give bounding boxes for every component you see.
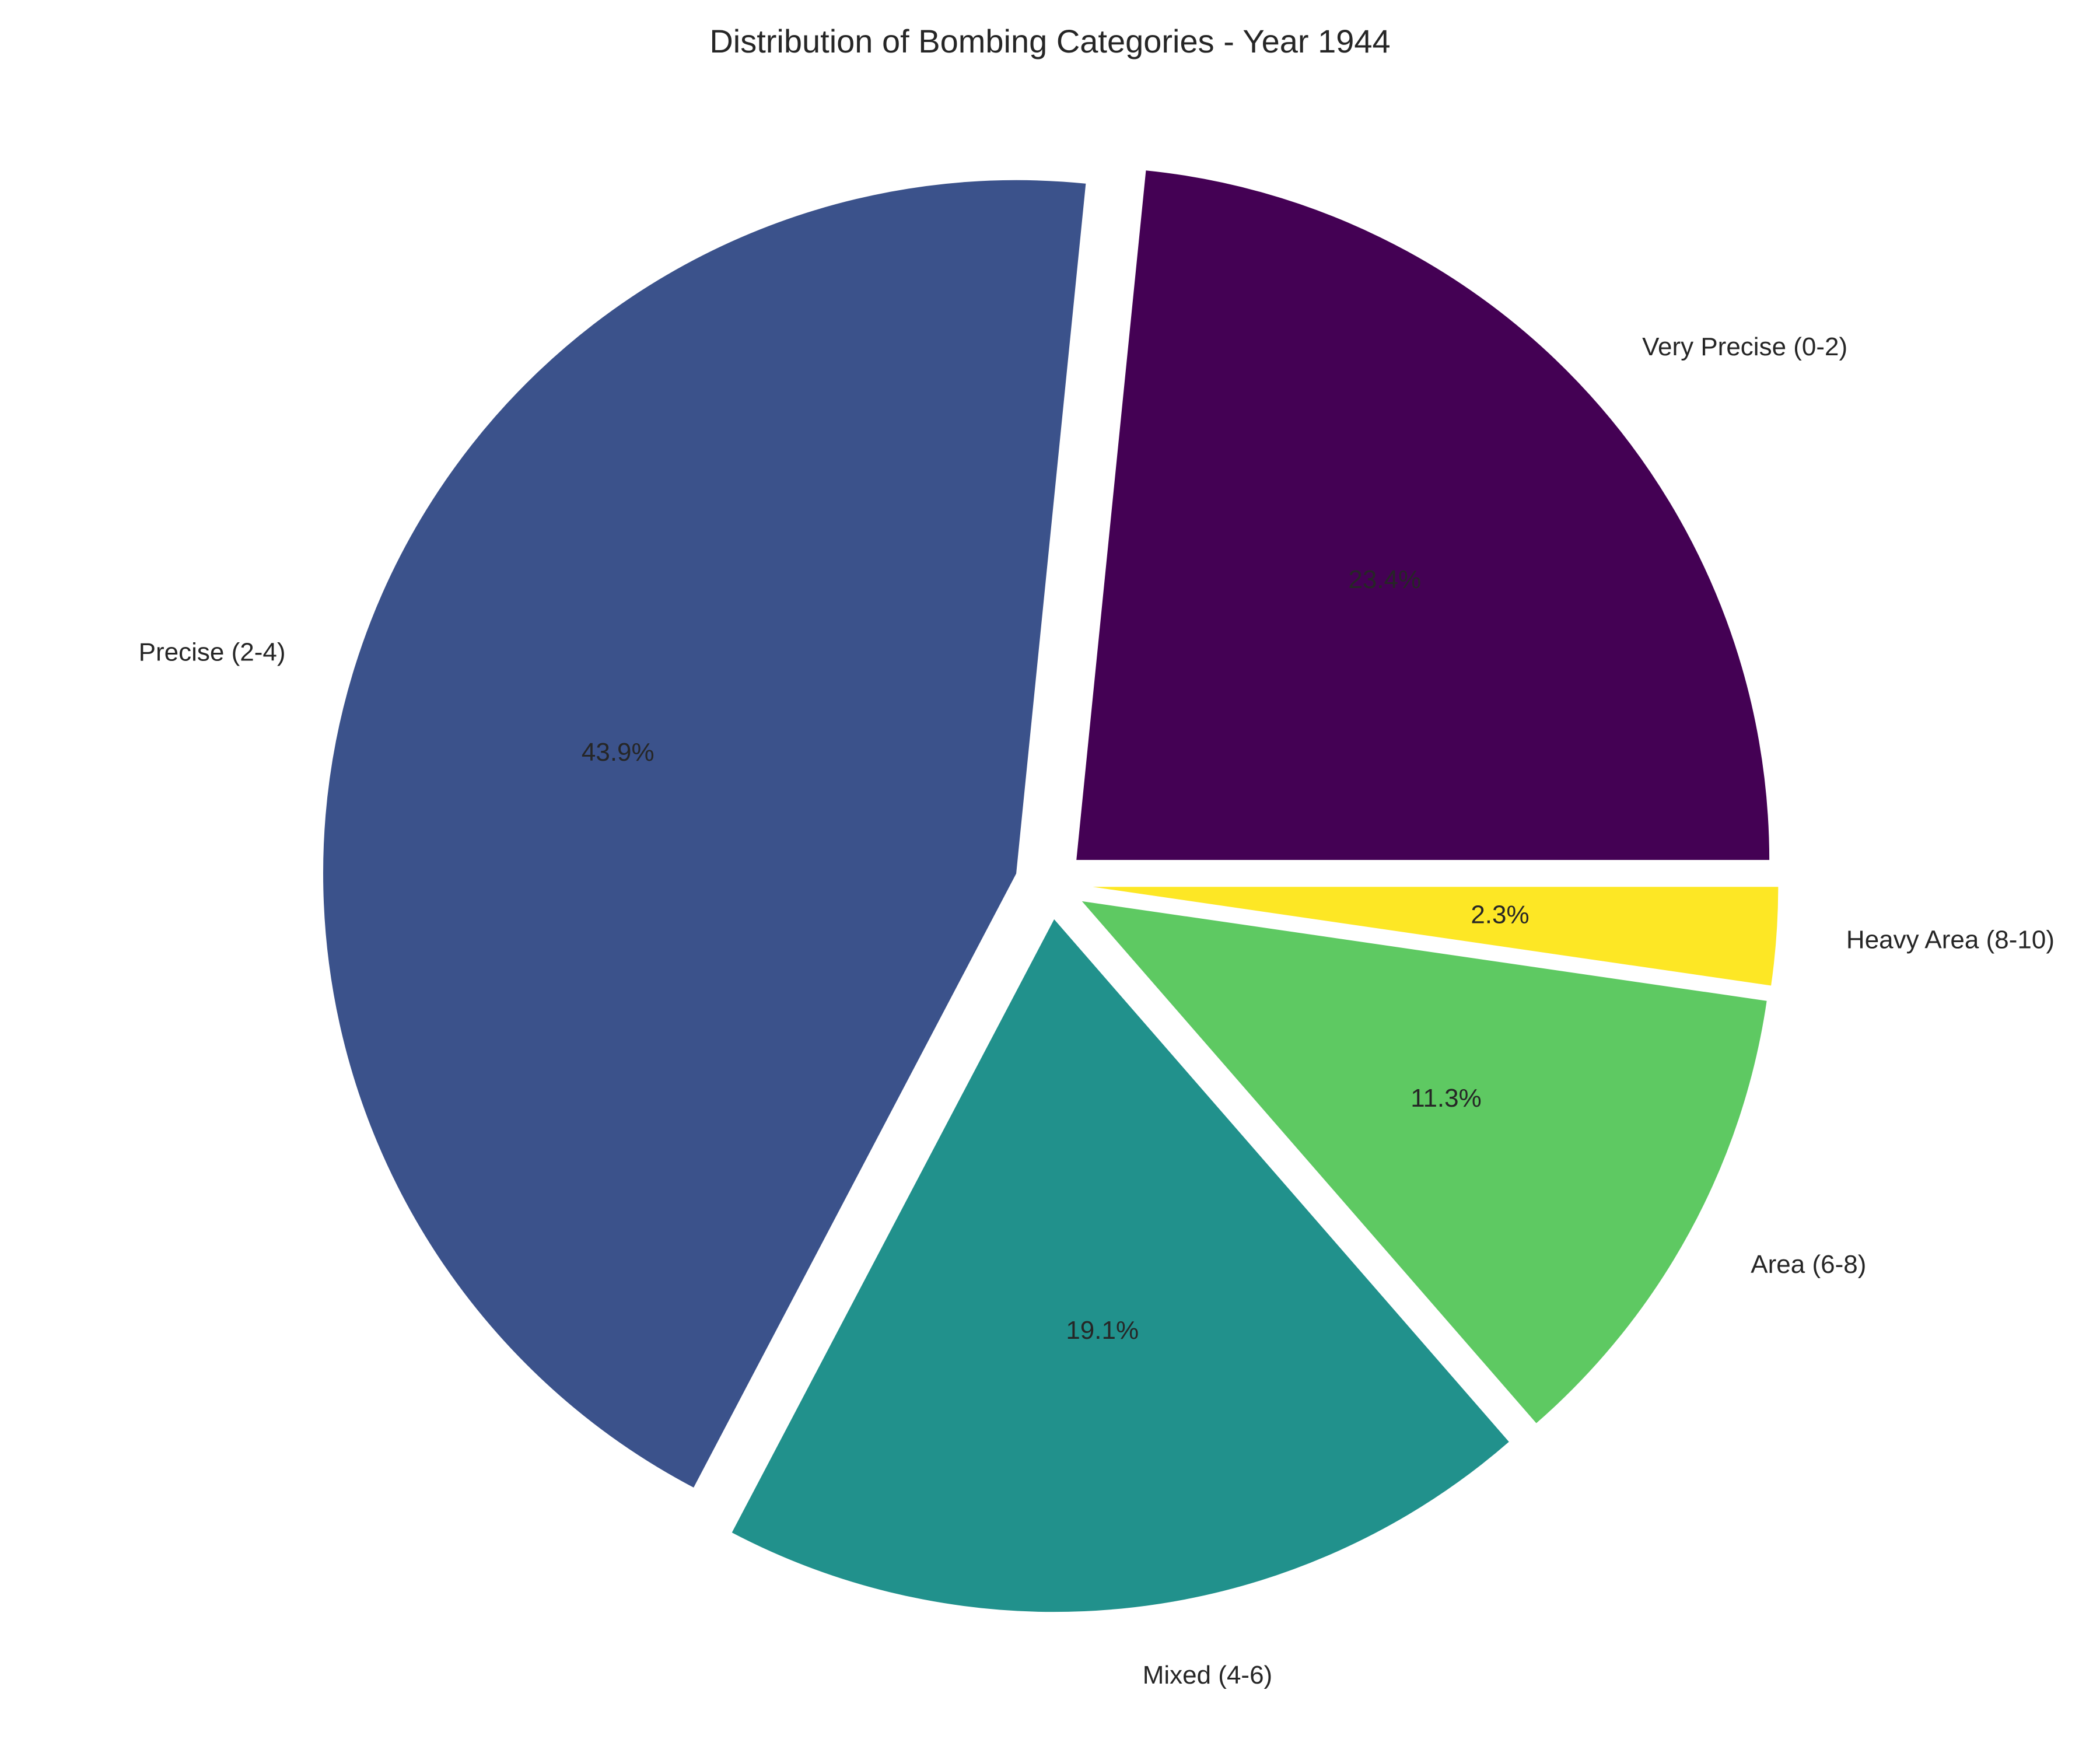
pct-label-very-precise: 23.4% bbox=[1348, 565, 1421, 594]
pie-slice-very-precise bbox=[1075, 169, 1771, 862]
pie-slice-precise bbox=[322, 179, 1087, 1489]
pct-label-precise: 43.9% bbox=[582, 738, 654, 767]
pie-slice-heavy-area bbox=[1084, 886, 1780, 987]
category-label-heavy-area: Heavy Area (8-10) bbox=[1846, 925, 2054, 954]
pct-label-mixed: 19.1% bbox=[1066, 1316, 1139, 1345]
pie-slices bbox=[322, 169, 1780, 1614]
chart-title: Distribution of Bombing Categories - Yea… bbox=[709, 23, 1390, 60]
category-label-area: Area (6-8) bbox=[1751, 1250, 1866, 1279]
pie-slice-mixed bbox=[730, 917, 1511, 1614]
category-label-mixed: Mixed (4-6) bbox=[1143, 1661, 1272, 1689]
category-label-precise: Precise (2-4) bbox=[139, 638, 286, 666]
pct-label-heavy-area: 2.3% bbox=[1471, 900, 1529, 929]
pie-slice-area bbox=[1079, 900, 1768, 1425]
pct-label-area: 11.3% bbox=[1410, 1084, 1482, 1112]
pie-labels: 23.4% Very Precise (0-2) 43.9% Precise (2-4… bbox=[139, 333, 2054, 1689]
category-label-very-precise: Very Precise (0-2) bbox=[1642, 333, 1847, 361]
